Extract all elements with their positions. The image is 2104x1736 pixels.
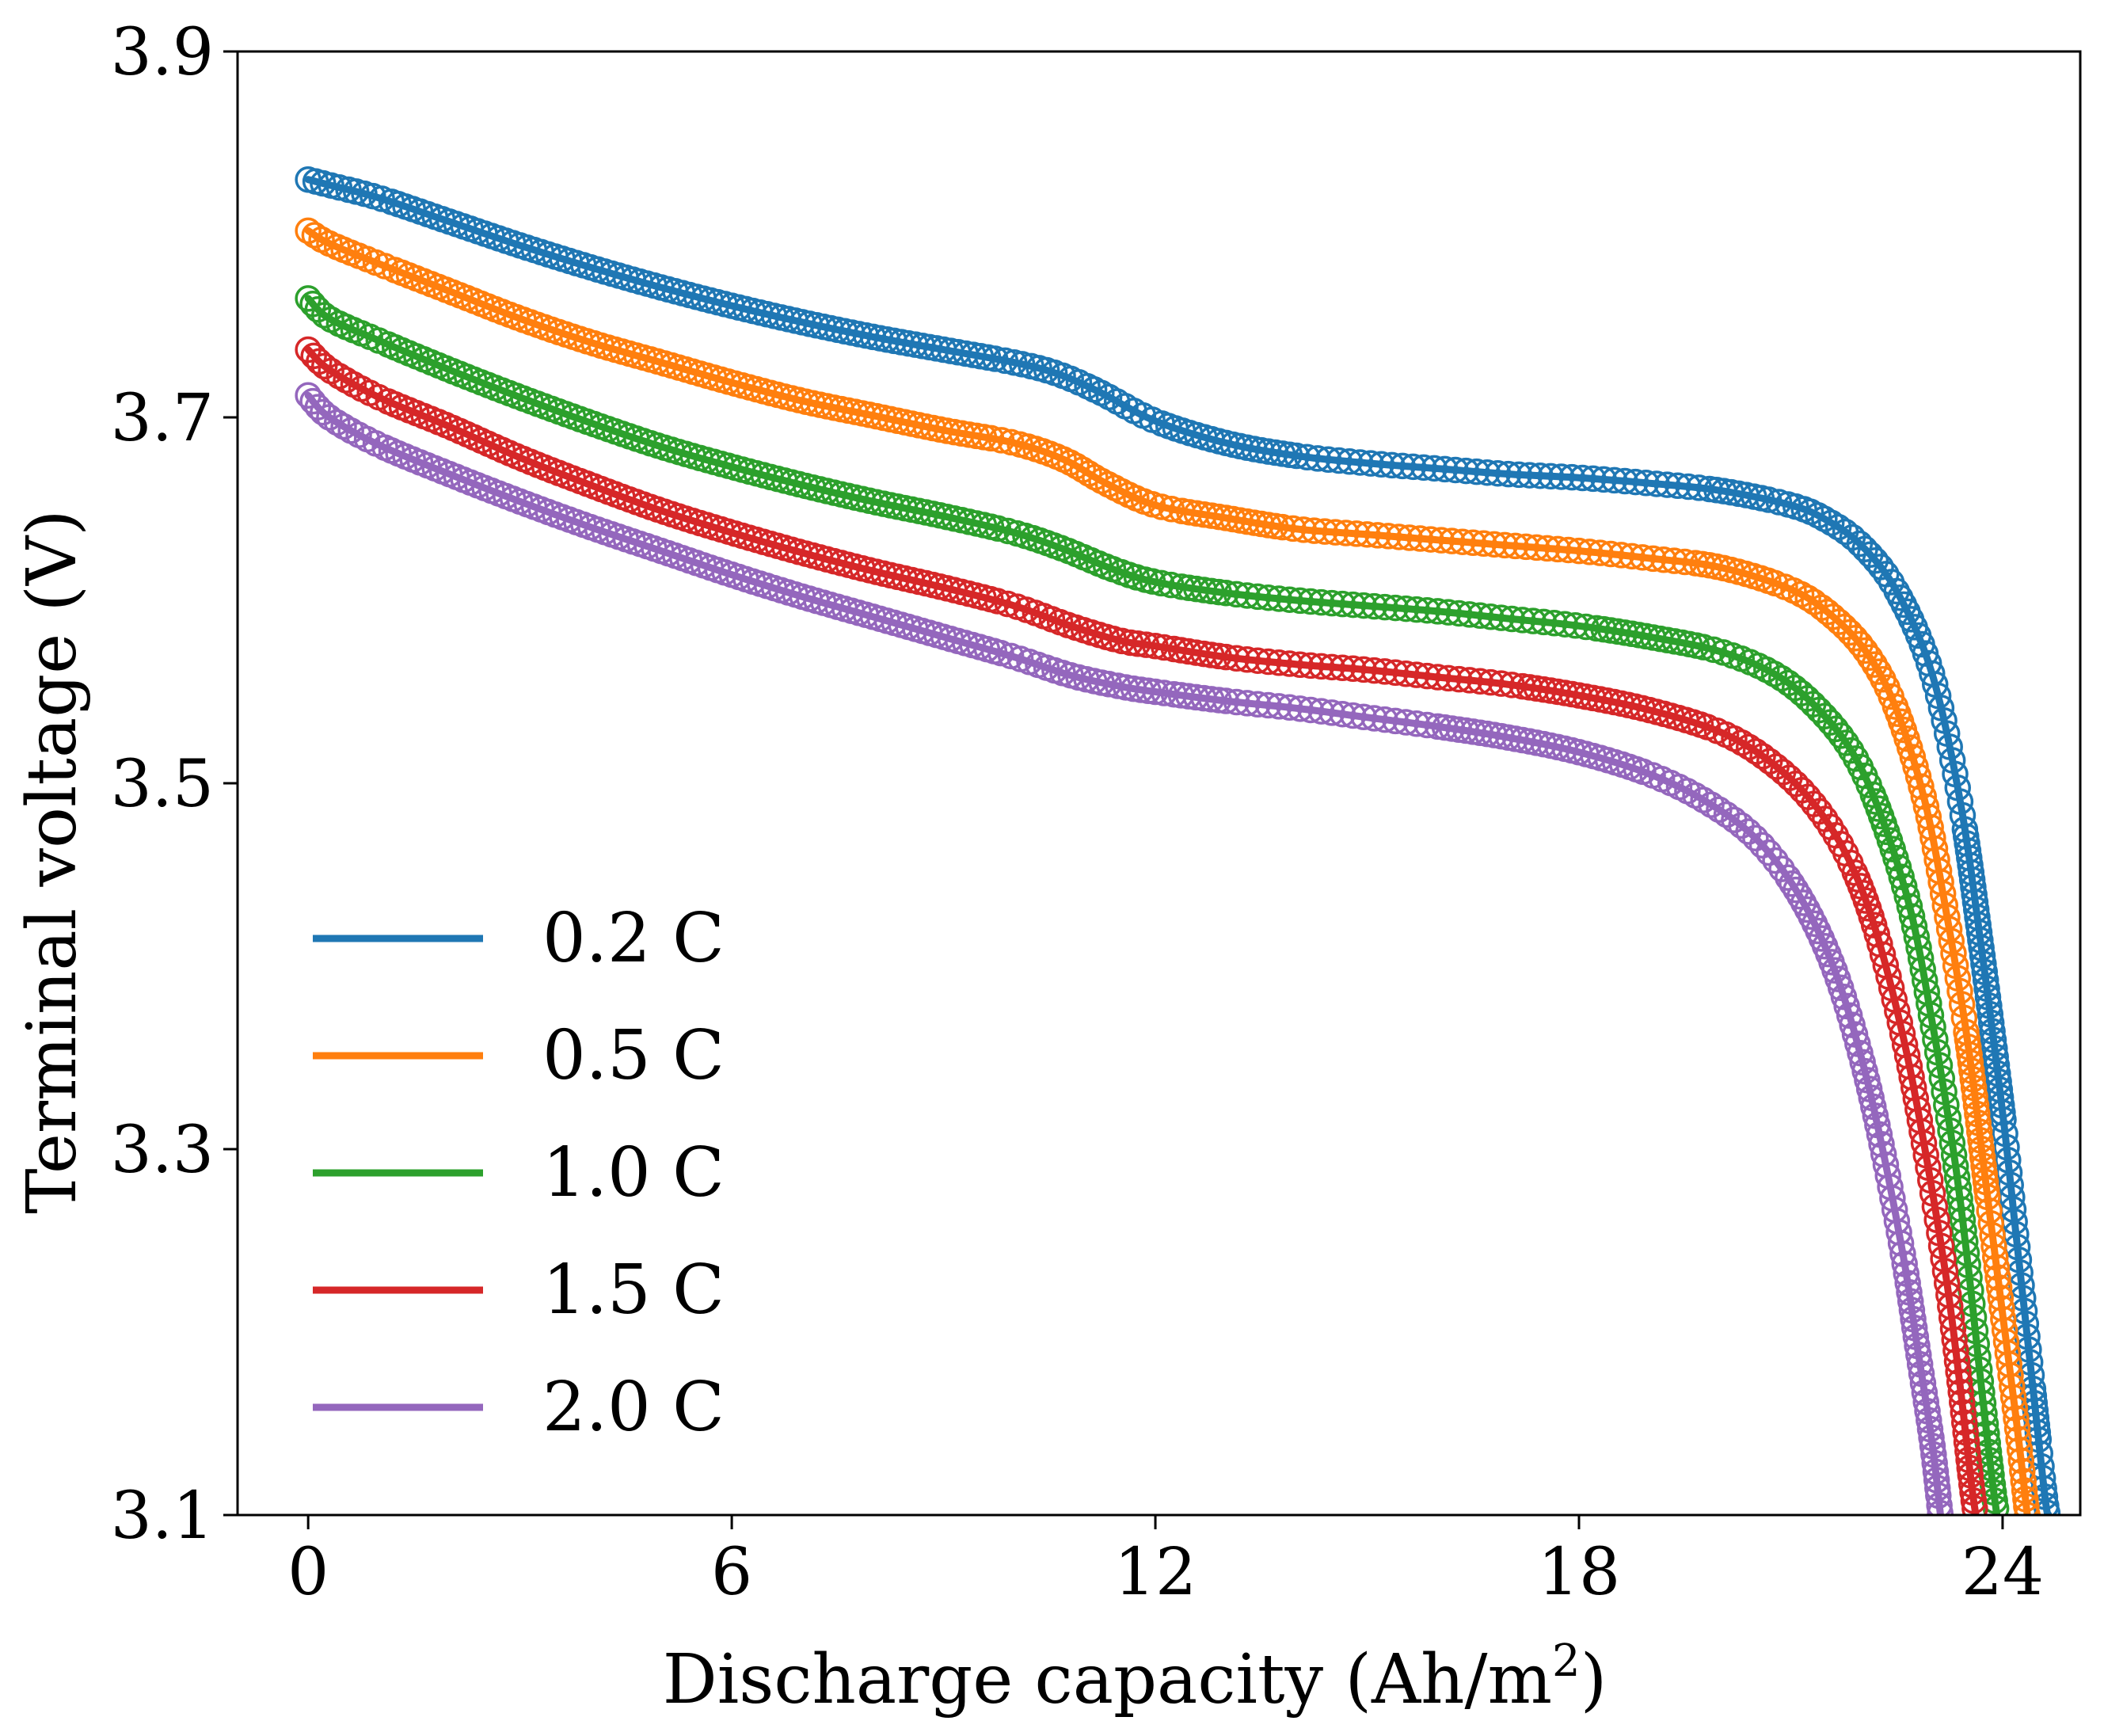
y-tick-label: 3.5 — [111, 747, 214, 822]
legend-label: 1.5 C — [542, 1251, 725, 1330]
x-tick-label: 24 — [1961, 1535, 2044, 1610]
data-point — [295, 217, 321, 245]
x-tick-label: 0 — [287, 1535, 329, 1610]
data-point — [1735, 818, 1762, 845]
legend: 0.2 C 0.5 C 1.0 C 1.5 C 2.0 C — [313, 899, 725, 1447]
x-axis: 0 6 12 18 24 — [287, 1515, 2044, 1610]
series-line — [304, 295, 2001, 1515]
data-point — [1749, 743, 1776, 770]
data-point — [1856, 644, 1884, 671]
series-line — [304, 227, 2031, 1515]
series-line — [304, 391, 1944, 1515]
data-point — [310, 398, 337, 426]
series-1-0-c — [295, 285, 2010, 1515]
data-point — [1851, 637, 1879, 664]
data-point — [1728, 729, 1756, 756]
data-point — [310, 352, 338, 380]
y-axis-title: Terminal voltage (V) — [13, 509, 92, 1213]
data-point — [1082, 463, 1109, 491]
legend-item: 2.0 C — [313, 1368, 725, 1447]
data-point — [1824, 513, 1852, 541]
data-point — [1794, 584, 1821, 611]
y-tick-label: 3.3 — [111, 1113, 214, 1188]
legend-label: 2.0 C — [542, 1368, 725, 1447]
series-2-0-c — [295, 382, 1954, 1515]
data-point — [1801, 588, 1828, 615]
y-tick-label: 3.7 — [111, 381, 214, 456]
series-1-5-c — [295, 336, 1988, 1515]
series-0-5-c — [295, 217, 2041, 1515]
data-point — [1767, 664, 1795, 692]
data-point — [1760, 661, 1788, 687]
data-point — [1847, 630, 1874, 658]
legend-item: 1.0 C — [313, 1133, 725, 1213]
data-point — [1748, 832, 1776, 858]
plot-frame — [236, 50, 2082, 1517]
data-point — [1786, 882, 1813, 910]
x-axis-title: Discharge capacity (Ah/m2) — [663, 1635, 1607, 1719]
data-point — [304, 295, 332, 323]
data-point — [1783, 876, 1809, 904]
data-point — [310, 302, 338, 329]
data-point — [1762, 847, 1789, 874]
data-point — [1735, 733, 1763, 760]
data-point — [1817, 509, 1845, 536]
y-tick-label: 3.1 — [111, 1479, 214, 1554]
data-point — [1832, 729, 1860, 756]
legend-item: 1.5 C — [313, 1251, 725, 1330]
legend-label: 0.5 C — [542, 1016, 725, 1095]
data-point — [1756, 839, 1783, 866]
y-tick-label: 3.9 — [111, 15, 214, 90]
legend-label: 0.2 C — [542, 899, 725, 978]
data-point — [1698, 791, 1725, 818]
legend-item: 0.5 C — [313, 1016, 725, 1095]
data-point — [316, 404, 343, 431]
data-point — [1742, 738, 1770, 765]
series-layer — [295, 166, 2061, 1515]
legend-item: 0.2 C — [313, 899, 725, 978]
data-point — [1828, 722, 1855, 749]
series-0-2-c — [295, 166, 2061, 1515]
x-axis-title-superscript: 2 — [1552, 1635, 1581, 1687]
data-point — [301, 222, 329, 249]
x-tick-label: 12 — [1114, 1535, 1197, 1610]
data-point — [1861, 651, 1888, 678]
data-point — [323, 409, 351, 436]
data-point — [1742, 824, 1769, 852]
y-axis: 3.1 3.3 3.5 3.7 3.9 — [111, 15, 238, 1554]
x-tick-label: 18 — [1538, 1535, 1620, 1610]
data-point — [325, 363, 353, 390]
series-line — [304, 346, 1980, 1515]
legend-label: 1.0 C — [542, 1133, 725, 1213]
x-tick-label: 6 — [711, 1535, 752, 1610]
series-line — [304, 176, 2053, 1515]
